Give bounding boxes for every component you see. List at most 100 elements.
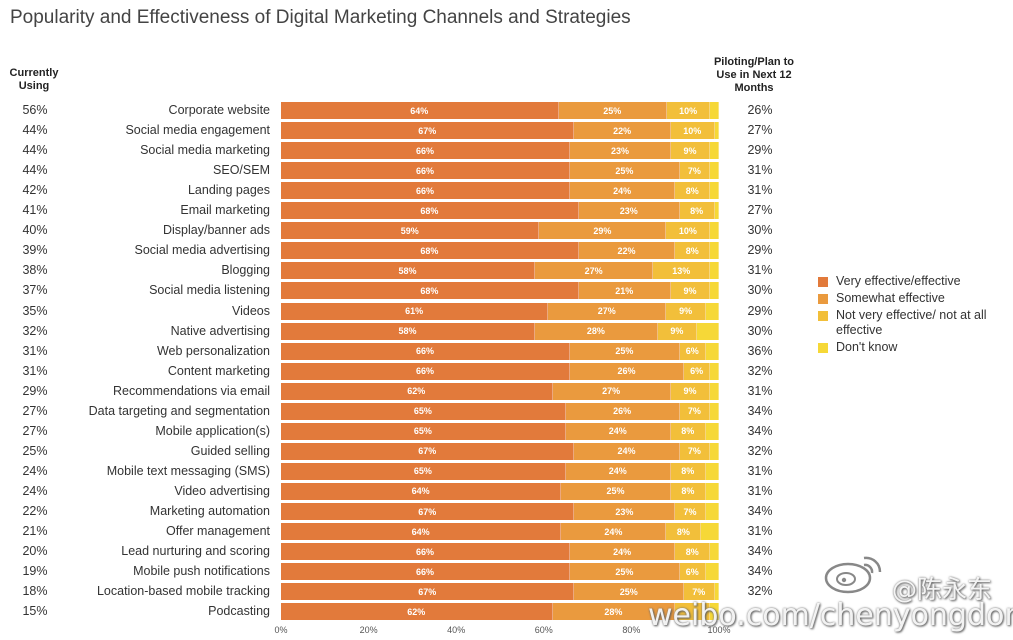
legend-swatch — [818, 294, 828, 304]
data-label: 9% — [670, 326, 684, 337]
bar-segment: 59% — [281, 222, 540, 240]
planning-value: 32% — [747, 443, 773, 458]
planning-value: 27% — [747, 123, 773, 138]
data-label: 8% — [685, 546, 699, 557]
stacked-bar: 66% 26% 6% — [281, 362, 719, 380]
data-label: 9% — [679, 306, 693, 316]
currently-using-value: 44% — [22, 163, 48, 178]
data-label: 27% — [597, 306, 616, 316]
currently-using-value: 44% — [22, 143, 48, 158]
data-label: 23% — [615, 506, 634, 517]
x-tick-label: 0% — [274, 625, 288, 635]
data-label: 8% — [681, 486, 695, 497]
bar-segment — [705, 302, 719, 320]
data-label: 66% — [416, 546, 435, 557]
data-label: 64% — [411, 526, 430, 537]
data-label: 22% — [617, 245, 636, 256]
bar-segment — [710, 442, 719, 460]
data-label: 9% — [683, 145, 697, 156]
currently-using-value: 19% — [22, 564, 48, 579]
chart-row: 35% Videos 61% 27% 9% 29% — [0, 301, 790, 321]
chart-row: 44% Social media engagement 67% 22% 10% 27% — [0, 120, 790, 140]
planning-value: 29% — [747, 143, 773, 158]
bar-segment — [705, 422, 719, 440]
currently-using-value: 27% — [22, 403, 48, 418]
bar-segment: 6% — [679, 342, 706, 360]
planning-value: 34% — [747, 423, 773, 438]
stacked-bar: 58% 27% 13% — [281, 262, 719, 280]
data-label: 59% — [400, 225, 419, 236]
category-label: Offer management — [166, 524, 270, 539]
chart-row: 56% Corporate website 64% 25% 10% 26% — [0, 100, 790, 120]
planning-value: 31% — [747, 463, 773, 478]
chart-row: 22% Marketing automation 67% 23% 7% 34% — [0, 501, 790, 521]
data-label: 61% — [405, 306, 424, 316]
data-label: 25% — [619, 586, 638, 597]
data-label: 27% — [602, 386, 621, 397]
chart-row: 39% Social media advertising 68% 22% 8% 29% — [0, 240, 790, 260]
data-label: 58% — [398, 265, 417, 276]
bar-segment: 62% — [281, 382, 553, 400]
chart-row: 37% Social media listening 68% 21% 9% 30% — [0, 280, 790, 300]
bar-segment: 66% — [281, 362, 571, 380]
legend-label: Somewhat effective — [836, 291, 945, 305]
data-label: 66% — [416, 145, 435, 156]
data-label: 25% — [615, 165, 634, 176]
data-label: 66% — [416, 346, 435, 357]
currently-using-value: 39% — [22, 243, 48, 258]
category-label: Content marketing — [167, 363, 270, 378]
bar-segment: 7% — [679, 442, 711, 460]
stacked-bar: 68% 22% 8% — [281, 242, 719, 260]
bar-segment: 6% — [683, 362, 711, 380]
stacked-bar: 66% 24% 8% — [281, 182, 719, 200]
currently-using-value: 35% — [22, 303, 48, 318]
chart-row: 44% SEO/SEM 66% 25% 7% 31% — [0, 160, 790, 180]
currently-using-value: 44% — [22, 123, 48, 138]
bar-segment: 58% — [281, 262, 536, 280]
stacked-bar: 65% 24% 8% — [281, 462, 719, 480]
chart-row: 24% Mobile text messaging (SMS) 65% 24% 8% 31… — [0, 461, 790, 481]
data-label: 24% — [608, 426, 627, 437]
bar-segment — [714, 122, 719, 140]
bar-segment: 9% — [670, 382, 711, 400]
bar-segment: 65% — [281, 422, 566, 440]
bar-segment: 61% — [281, 302, 549, 320]
data-label: 8% — [681, 466, 695, 477]
planning-value: 34% — [747, 564, 773, 579]
stacked-bar: 66% 25% 7% — [281, 162, 719, 180]
bar-segment: 22% — [574, 122, 671, 140]
bar-segment: 66% — [281, 543, 571, 561]
data-label: 9% — [683, 386, 697, 397]
bar-segment — [710, 102, 719, 119]
bar-segment: 26% — [565, 402, 680, 420]
bar-segment — [701, 523, 719, 541]
currently-using-header: Currently Using — [9, 67, 59, 92]
data-label: 24% — [604, 526, 623, 537]
category-label: Social media listening — [149, 283, 270, 298]
bar-segment: 68% — [281, 242, 579, 260]
data-label: 64% — [410, 105, 429, 116]
bar-segment — [710, 282, 719, 300]
legend-item: Very effective/effective — [818, 274, 1006, 289]
bar-segment: 8% — [679, 202, 715, 220]
stacked-bar: 59% 29% 10% — [281, 222, 719, 240]
stacked-bar: 66% 23% 9% — [281, 142, 719, 160]
data-label: 7% — [687, 446, 701, 457]
currently-using-value: 20% — [22, 544, 48, 559]
bar-segment: 24% — [574, 442, 680, 460]
data-label: 66% — [416, 566, 435, 577]
bar-segment: 24% — [570, 182, 676, 200]
category-label: Mobile application(s) — [155, 423, 270, 438]
currently-using-value: 29% — [22, 383, 48, 398]
legend-label: Very effective/effective — [836, 274, 961, 288]
bar-segment: 23% — [574, 503, 676, 520]
category-label: Social media engagement — [125, 123, 270, 138]
bar-segment — [714, 202, 719, 220]
category-label: Data targeting and segmentation — [88, 403, 270, 418]
stacked-bar: 64% 25% 10% — [281, 102, 719, 119]
bar-segment: 25% — [570, 342, 680, 360]
data-label: 10% — [683, 125, 702, 136]
stacked-bar: 64% 25% 8% — [281, 482, 719, 500]
data-label: 7% — [687, 406, 701, 417]
chart-row: 31% Web personalization 66% 25% 6% 36% — [0, 341, 790, 361]
